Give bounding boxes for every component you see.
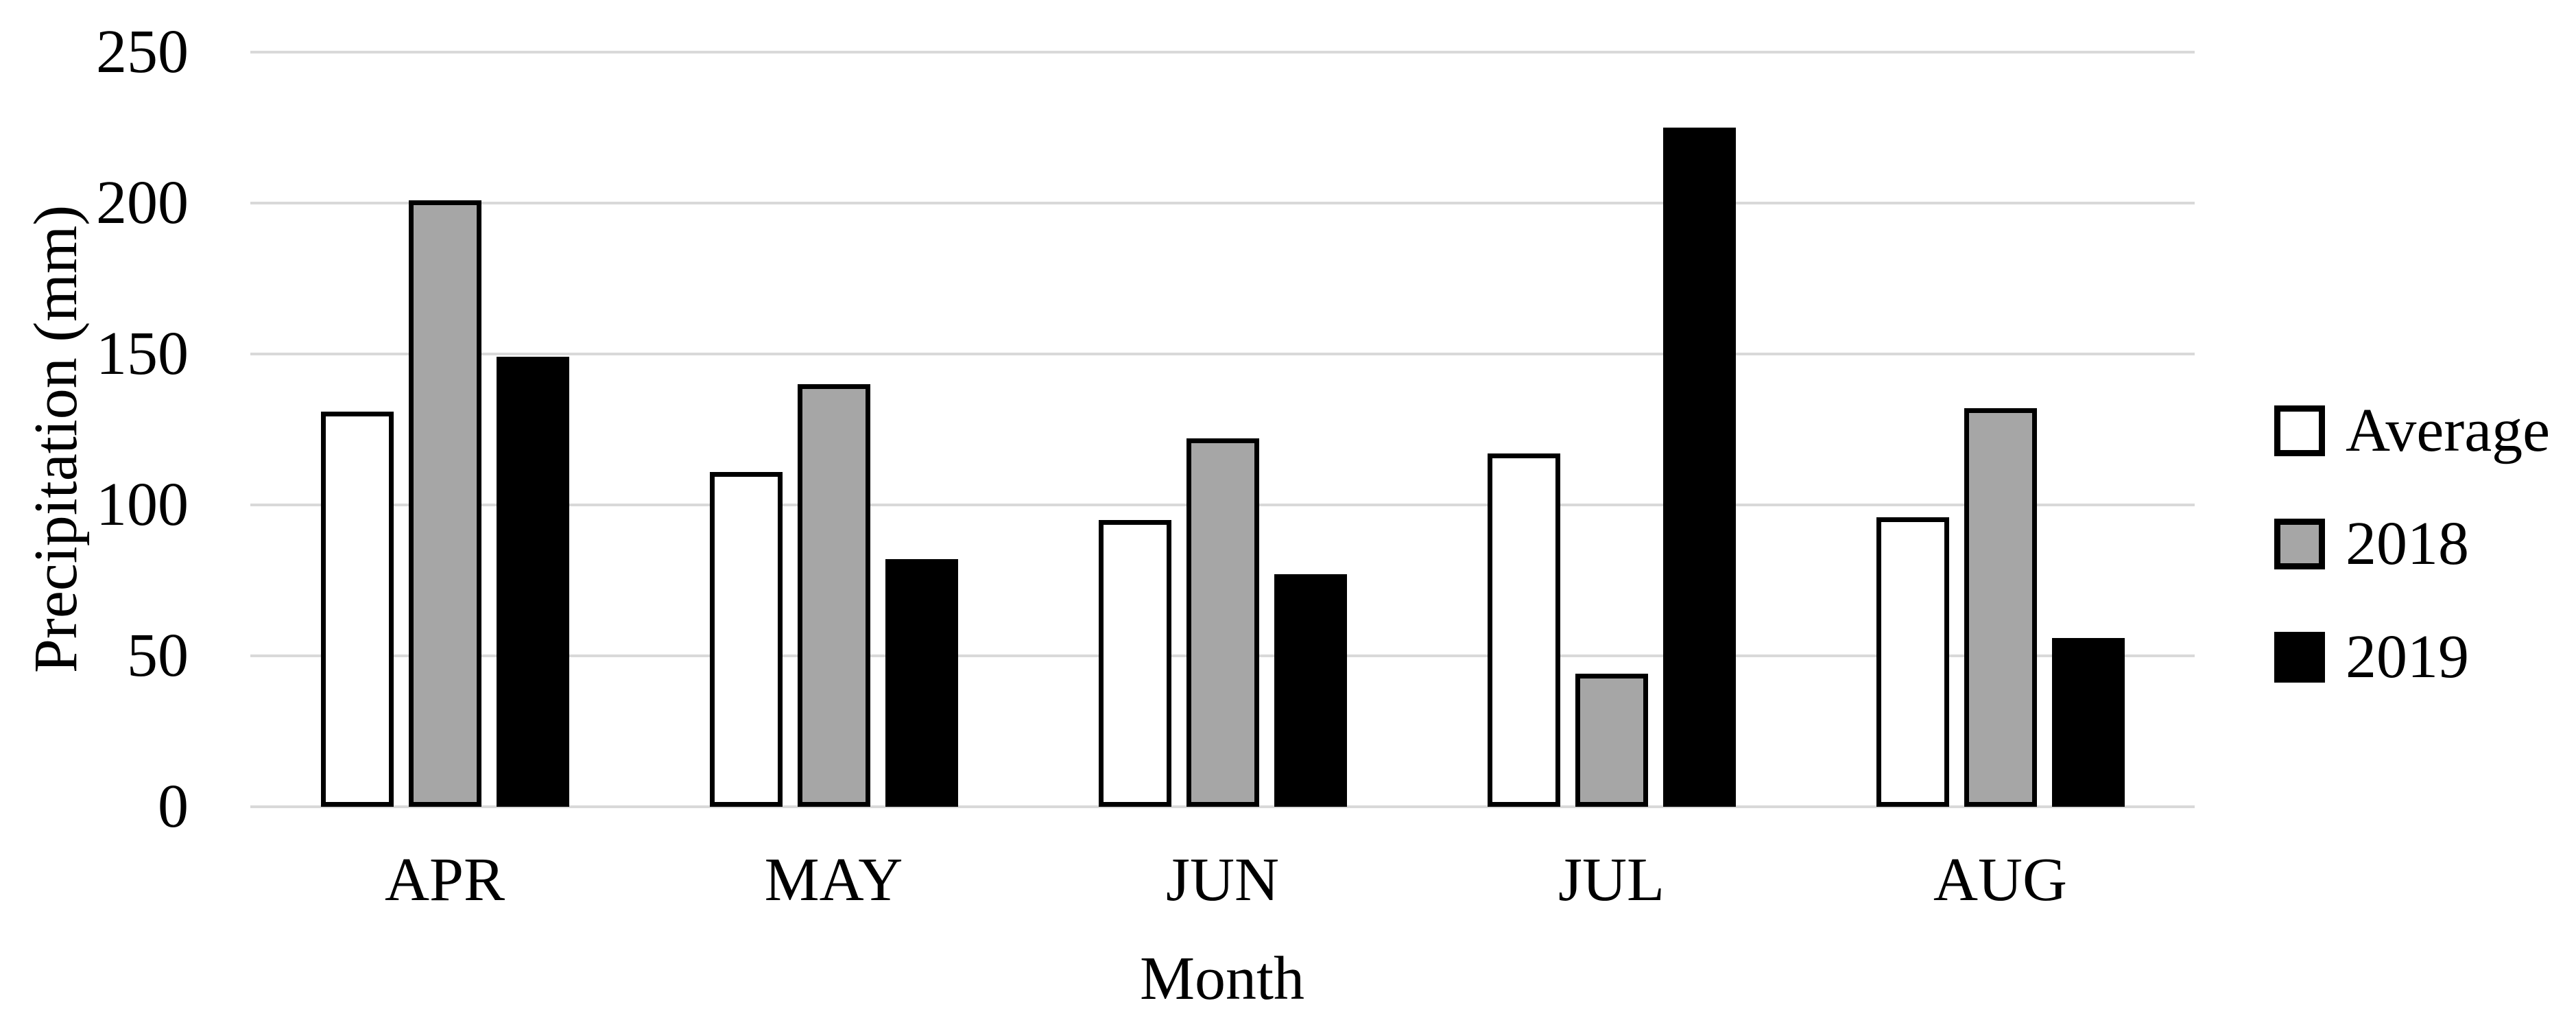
bar-2019-apr (496, 357, 569, 807)
x-axis-tick-label-jul: JUL (1558, 846, 1665, 914)
y-axis-tick-label-0: 0 (158, 772, 189, 840)
bar-average-may (709, 472, 783, 807)
bar-group-may (709, 384, 958, 807)
y-axis-tick-label-250: 250 (96, 18, 189, 86)
bar-2019-aug (2051, 638, 2125, 807)
legend-swatch-2019 (2274, 632, 2325, 683)
bar-average-jul (1487, 453, 1560, 807)
y-axis-tick-label-150: 150 (96, 320, 189, 388)
bar-2018-apr (408, 200, 481, 807)
y-axis-tick-label-200: 200 (96, 169, 189, 237)
bar-group-apr (320, 200, 569, 807)
legend-item-2018: 2018 (2274, 510, 2469, 578)
y-axis-title: Precipitation (mm) (22, 204, 90, 674)
y-axis-tick-label-50: 50 (127, 622, 189, 689)
legend-swatch-average (2274, 405, 2325, 456)
bar-2018-may (797, 384, 870, 807)
x-axis-tick-label-apr: APR (384, 846, 505, 914)
gridline-0 (250, 805, 2195, 808)
plot-area (250, 51, 2195, 808)
bar-group-jun (1098, 438, 1347, 807)
x-axis-tick-label-jun: JUN (1165, 846, 1279, 914)
bar-2018-jul (1575, 674, 1648, 807)
bar-2018-aug (1964, 408, 2037, 807)
bar-2019-jun (1274, 574, 1347, 807)
bar-group-aug (1876, 408, 2125, 807)
x-axis-title: Month (1139, 945, 1305, 1013)
bar-2019-jul (1662, 128, 1736, 807)
x-axis-tick-label-may: MAY (764, 846, 903, 914)
x-axis-tick-label-aug: AUG (1933, 846, 2067, 914)
y-axis-tick-label-100: 100 (96, 471, 189, 539)
bar-average-aug (1876, 517, 1949, 807)
legend-label-2018: 2018 (2346, 510, 2469, 578)
gridline-200 (250, 202, 2195, 204)
bar-group-jul (1487, 128, 1736, 807)
bar-2019-may (885, 559, 958, 807)
legend-item-average: Average (2274, 397, 2550, 465)
legend-label-2019: 2019 (2346, 623, 2469, 691)
bar-average-jun (1098, 520, 1171, 807)
legend-item-2019: 2019 (2274, 623, 2469, 692)
bar-2018-jun (1186, 438, 1259, 807)
legend-swatch-2018 (2274, 519, 2325, 569)
bar-average-apr (320, 412, 394, 807)
legend-label-average: Average (2346, 397, 2551, 464)
gridline-150 (250, 353, 2195, 355)
gridline-250 (250, 51, 2195, 54)
